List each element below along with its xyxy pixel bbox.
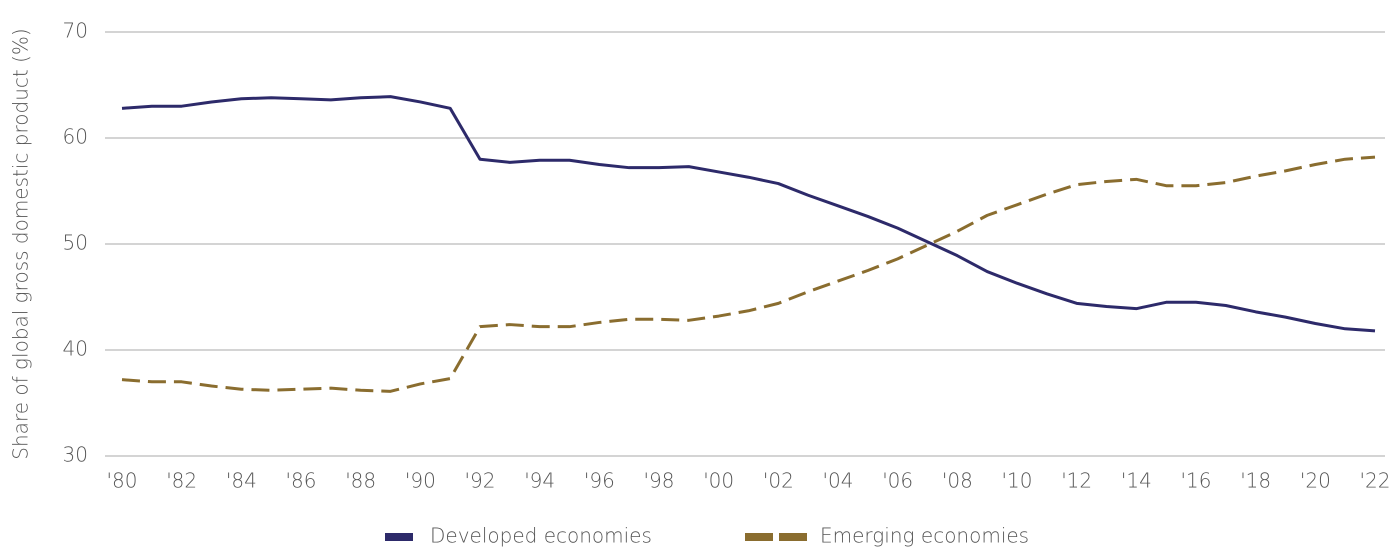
- x-tick-label: '94: [524, 469, 555, 493]
- x-tick-label: '84: [226, 469, 257, 493]
- y-tick-label: 30: [63, 443, 88, 467]
- x-tick-label: '08: [942, 469, 973, 493]
- y-tick-label: 50: [63, 231, 88, 255]
- x-tick-label: '16: [1181, 469, 1212, 493]
- x-tick-label: '80: [107, 469, 138, 493]
- x-tick-label: '14: [1121, 469, 1152, 493]
- x-tick-label: '02: [763, 469, 794, 493]
- legend-swatch: [385, 533, 413, 541]
- x-tick-label: '98: [644, 469, 675, 493]
- data-line: [121, 95, 1376, 333]
- x-tick-label: '88: [345, 469, 376, 493]
- legend-label: Emerging economies: [820, 524, 1029, 548]
- x-tick-label: '92: [465, 469, 496, 493]
- x-tick-label: '20: [1300, 469, 1331, 493]
- legend-swatch: [779, 533, 807, 541]
- x-tick-label: '90: [405, 469, 436, 493]
- x-tick-label: '04: [823, 469, 854, 493]
- x-tick-label: '12: [1061, 469, 1092, 493]
- legend-label: Developed economies: [430, 524, 652, 548]
- x-tick-label: '10: [1002, 469, 1033, 493]
- y-tick-label: 70: [63, 19, 88, 43]
- y-tick-label: 40: [63, 337, 88, 361]
- x-tick-label: '18: [1240, 469, 1271, 493]
- y-axis-label: Share of global gross domestic product (…: [9, 28, 33, 459]
- x-tick-label: '96: [584, 469, 615, 493]
- legend-swatch: [745, 533, 773, 541]
- x-tick-label: '82: [166, 469, 197, 493]
- data-line: [121, 155, 1376, 393]
- y-tick-label: 60: [63, 125, 88, 149]
- x-tick-label: '22: [1360, 469, 1391, 493]
- x-tick-label: '86: [286, 469, 317, 493]
- x-tick-label: '00: [703, 469, 734, 493]
- x-tick-label: '06: [882, 469, 913, 493]
